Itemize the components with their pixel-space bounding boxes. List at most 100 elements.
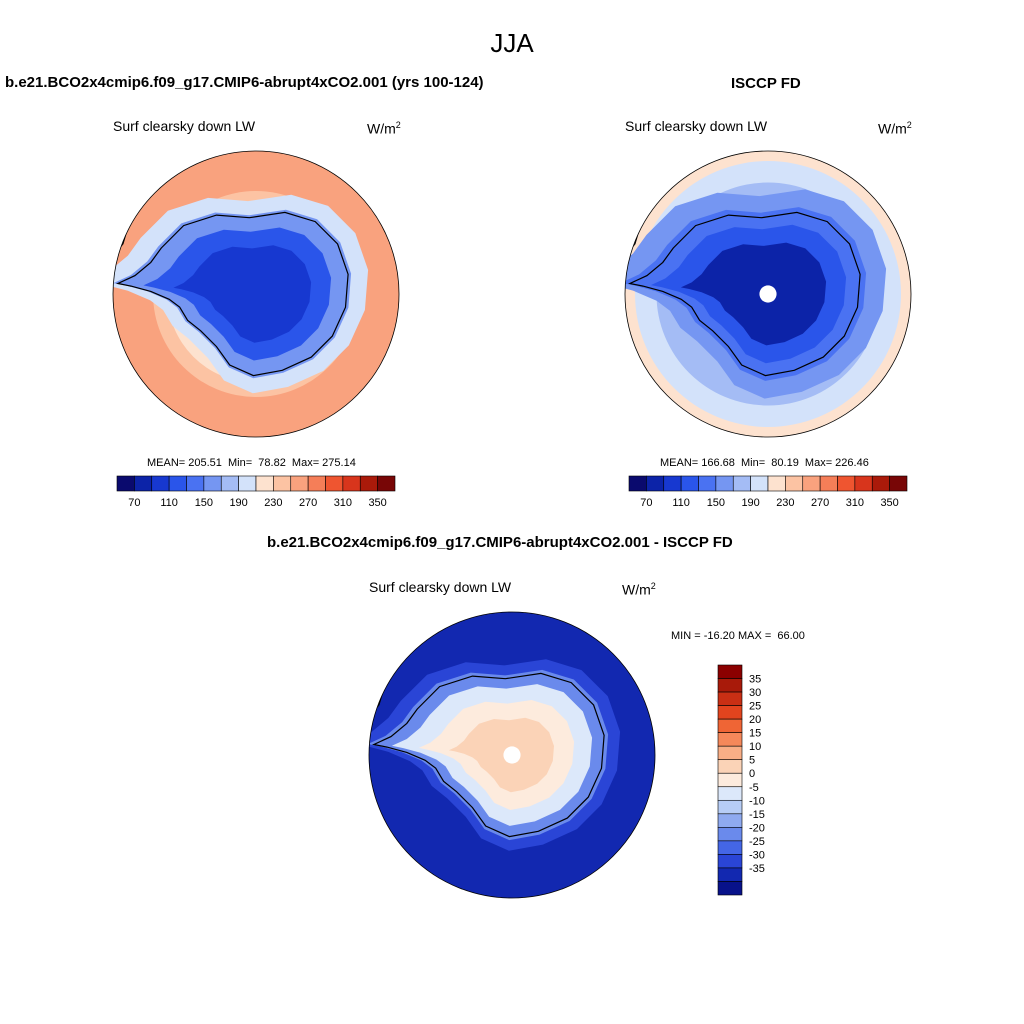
panel2-units: W/m2 <box>878 120 912 137</box>
map-panel-3 <box>369 612 655 898</box>
colorbar2-tick-label: 270 <box>811 497 829 509</box>
colorbar2-tick-label: 350 <box>880 497 898 509</box>
colorbar2-tick-label: 230 <box>776 497 794 509</box>
colorbar2-tick-label: 70 <box>640 497 652 509</box>
colorbar2-box <box>871 475 890 492</box>
colorbar1-box <box>168 475 187 492</box>
panel1-title: b.e21.BCO2x4cmip6.f09_g17.CMIP6-abrupt4x… <box>5 74 484 91</box>
colorbar1-tick-label: 150 <box>195 497 213 509</box>
colorbar1-box <box>255 475 274 492</box>
colorbar1-tick-label: 270 <box>299 497 317 509</box>
colorbar3-box <box>717 813 743 828</box>
colorbar2-box <box>750 475 769 492</box>
panel1-stats: MEAN= 205.51 Min= 78.82 Max= 275.14 <box>147 457 356 469</box>
colorbar3-tick-label: 20 <box>749 714 761 726</box>
colorbar1-box <box>151 475 170 492</box>
antarctica-coastline <box>115 211 349 377</box>
colorbar2-box <box>715 475 734 492</box>
colorbar1-box <box>325 475 344 492</box>
colorbar2-box <box>646 475 665 492</box>
map-frame-3 <box>368 611 656 899</box>
pole-missing-data <box>759 285 777 303</box>
field-band-antarctic-interior-plateau <box>680 242 827 346</box>
colorbar3-box <box>717 772 743 788</box>
colorbar3-tick-label: 25 <box>749 701 761 713</box>
colorbar1-tick-label: 230 <box>264 497 282 509</box>
colorbar1-box <box>273 475 292 492</box>
map-panel-1 <box>113 151 399 437</box>
colorbar2-box <box>889 475 908 492</box>
panel2-title: ISCCP FD <box>731 75 801 92</box>
map-frame-1 <box>112 150 400 438</box>
colorbar2-box <box>819 475 838 492</box>
antarctica-coastline <box>627 211 861 377</box>
panel2-variable-label: Surf clearsky down LW <box>625 118 768 134</box>
colorbar2-box <box>680 475 699 492</box>
colorbar1-tick-label: 310 <box>334 497 352 509</box>
colorbar3-tick-label: -10 <box>749 795 765 807</box>
colorbar1-box <box>290 475 309 492</box>
panel2-stats: MEAN= 166.68 Min= 80.19 Max= 226.46 <box>660 457 869 469</box>
colorbar2-box <box>698 475 717 492</box>
colorbar1-box <box>307 475 326 492</box>
panel3-title: b.e21.BCO2x4cmip6.f09_g17.CMIP6-abrupt4x… <box>267 534 733 551</box>
colorbar3-box <box>717 799 743 815</box>
colorbar3-box <box>717 691 743 706</box>
figure-title: JJA <box>490 28 534 58</box>
colorbar2-box <box>663 475 682 492</box>
field-band-antarctic-interior-plateau <box>173 245 312 343</box>
colorbar3-box <box>717 867 743 882</box>
panel3-variable-label: Surf clearsky down LW <box>369 579 512 595</box>
colorbar1-box <box>116 475 135 492</box>
colorbar2-tick-label: 190 <box>741 497 759 509</box>
colorbar3-tick-label: -30 <box>749 849 765 861</box>
colorbar3-tick-label: 30 <box>749 687 761 699</box>
colorbar3-tick-label: 5 <box>749 755 755 767</box>
colorbar1-box <box>238 475 257 492</box>
panel1-units: W/m2 <box>367 120 401 137</box>
map-panel-2 <box>625 151 911 437</box>
colorbar1-tick-label: 70 <box>128 497 140 509</box>
colorbar3-box <box>717 881 743 896</box>
colorbar3-box <box>717 854 743 869</box>
colorbar3-box <box>717 840 743 855</box>
panel1-variable-label: Surf clearsky down LW <box>113 118 256 134</box>
colorbar3-tick-label: -35 <box>749 863 765 875</box>
colorbar1-box <box>134 475 153 492</box>
colorbar3-box <box>717 759 743 774</box>
colorbar2-box <box>854 475 873 492</box>
panel3-stats: MIN = -16.20 MAX = 66.00 <box>671 630 805 642</box>
colorbar3-tick-label: 15 <box>749 728 761 740</box>
pole-missing-data <box>503 746 521 764</box>
colorbar1-box <box>342 475 361 492</box>
colorbar1-box <box>203 475 222 492</box>
colorbar3-box <box>717 827 743 842</box>
colorbar3-box <box>717 786 743 801</box>
antarctica-coastline <box>371 672 605 838</box>
colorbar1-box <box>186 475 205 492</box>
colorbar3-tick-label: 10 <box>749 741 761 753</box>
colorbar2-box <box>767 475 786 492</box>
map-frame-2 <box>624 150 912 438</box>
colorbar2-box <box>732 475 751 492</box>
colorbar2-box <box>785 475 804 492</box>
colorbar1-tick-label: 190 <box>229 497 247 509</box>
colorbar3-tick-label: -15 <box>749 809 765 821</box>
colorbar1-tick-label: 350 <box>368 497 386 509</box>
colorbar3-tick-label: -5 <box>749 782 759 794</box>
colorbar3-tick-label: 35 <box>749 674 761 686</box>
colorbar1-box <box>359 475 378 492</box>
colorbar2-tick-label: 310 <box>846 497 864 509</box>
colorbar1-box <box>220 475 239 492</box>
colorbar2-tick-label: 150 <box>707 497 725 509</box>
colorbar3-box <box>717 664 743 679</box>
colorbar1-tick-label: 110 <box>160 497 178 509</box>
colorbar3-box <box>717 705 743 720</box>
colorbar3-tick-label: -25 <box>749 836 765 848</box>
panel3-units: W/m2 <box>622 581 656 598</box>
colorbar3-tick-label: 0 <box>749 768 755 780</box>
colorbar3-box <box>717 718 743 733</box>
colorbar2-box <box>837 475 856 492</box>
colorbar1-box <box>377 475 396 492</box>
